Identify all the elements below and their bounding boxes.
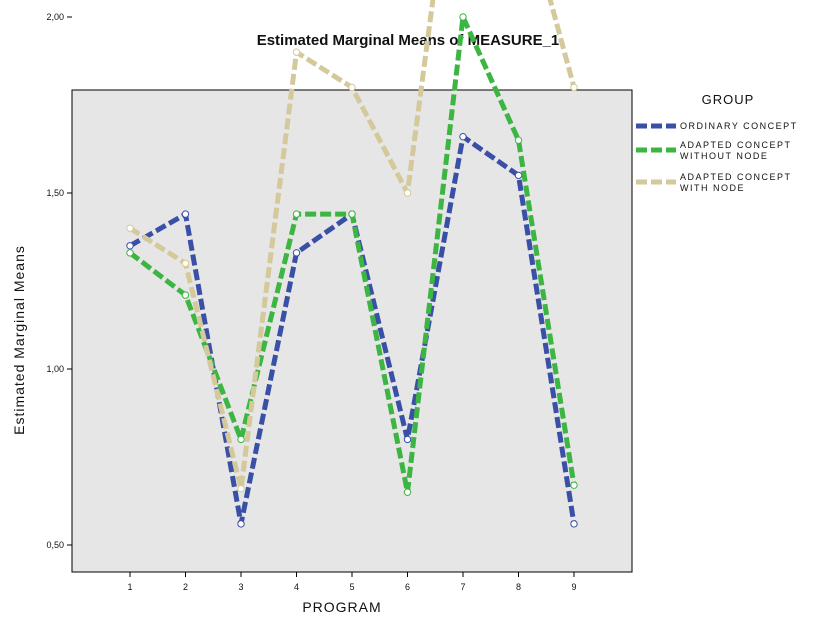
x-axis-title: PROGRAM (302, 599, 381, 615)
y-tick-label: 1,50 (46, 188, 64, 198)
legend-title: GROUP (702, 92, 755, 107)
data-point (237, 484, 245, 493)
x-tick-label: 1 (127, 582, 132, 592)
data-point (514, 171, 523, 180)
data-point (181, 259, 190, 268)
x-tick-label: 4 (294, 582, 299, 592)
data-point (292, 48, 301, 56)
x-tick-label: 2 (183, 582, 188, 592)
legend-label: ADAPTED CONCEPT (680, 172, 792, 182)
data-point (292, 249, 301, 257)
legend-label: WITH NODE (680, 183, 745, 193)
data-point (570, 83, 578, 92)
series-group (126, 13, 578, 496)
data-point (348, 83, 356, 92)
legend-label: WITHOUT NODE (680, 151, 768, 161)
x-axis: 1 2 3 4 5 6 7 8 9 (127, 572, 577, 592)
x-tick-label: 9 (571, 582, 576, 592)
x-tick-label: 7 (460, 582, 465, 592)
legend-label: ORDINARY CONCEPT (680, 121, 798, 131)
x-tick-label: 5 (349, 582, 354, 592)
data-point (570, 481, 578, 489)
y-tick-label: 0,50 (46, 540, 64, 550)
x-tick-label: 3 (238, 582, 243, 592)
series-layer (126, 0, 578, 528)
data-point (126, 242, 134, 250)
data-point (126, 249, 134, 257)
data-point (181, 210, 190, 218)
data-point (403, 435, 412, 444)
y-tick-label: 2,00 (46, 12, 64, 22)
data-point (570, 520, 578, 528)
legend-label: ADAPTED CONCEPT (680, 140, 792, 150)
data-point (403, 488, 412, 496)
data-point (292, 210, 301, 218)
data-point (237, 435, 245, 444)
data-point (348, 210, 356, 218)
series-group (126, 0, 578, 493)
y-axis-title: Estimated Marginal Means (11, 245, 27, 435)
x-tick-label: 6 (405, 582, 410, 592)
y-axis: 0,501,001,502,002,503,00 (46, 12, 72, 550)
data-point (237, 520, 245, 528)
data-point (126, 224, 134, 232)
data-point (403, 189, 412, 197)
data-point (514, 136, 523, 144)
chart-title: Estimated Marginal Means of MEASURE_1 (257, 32, 560, 49)
plot-area (71, 89, 633, 573)
x-tick-label: 8 (516, 582, 521, 592)
data-point (459, 13, 467, 21)
y-tick-label: 1,00 (46, 364, 64, 374)
data-point (459, 132, 467, 141)
data-point (181, 291, 190, 299)
